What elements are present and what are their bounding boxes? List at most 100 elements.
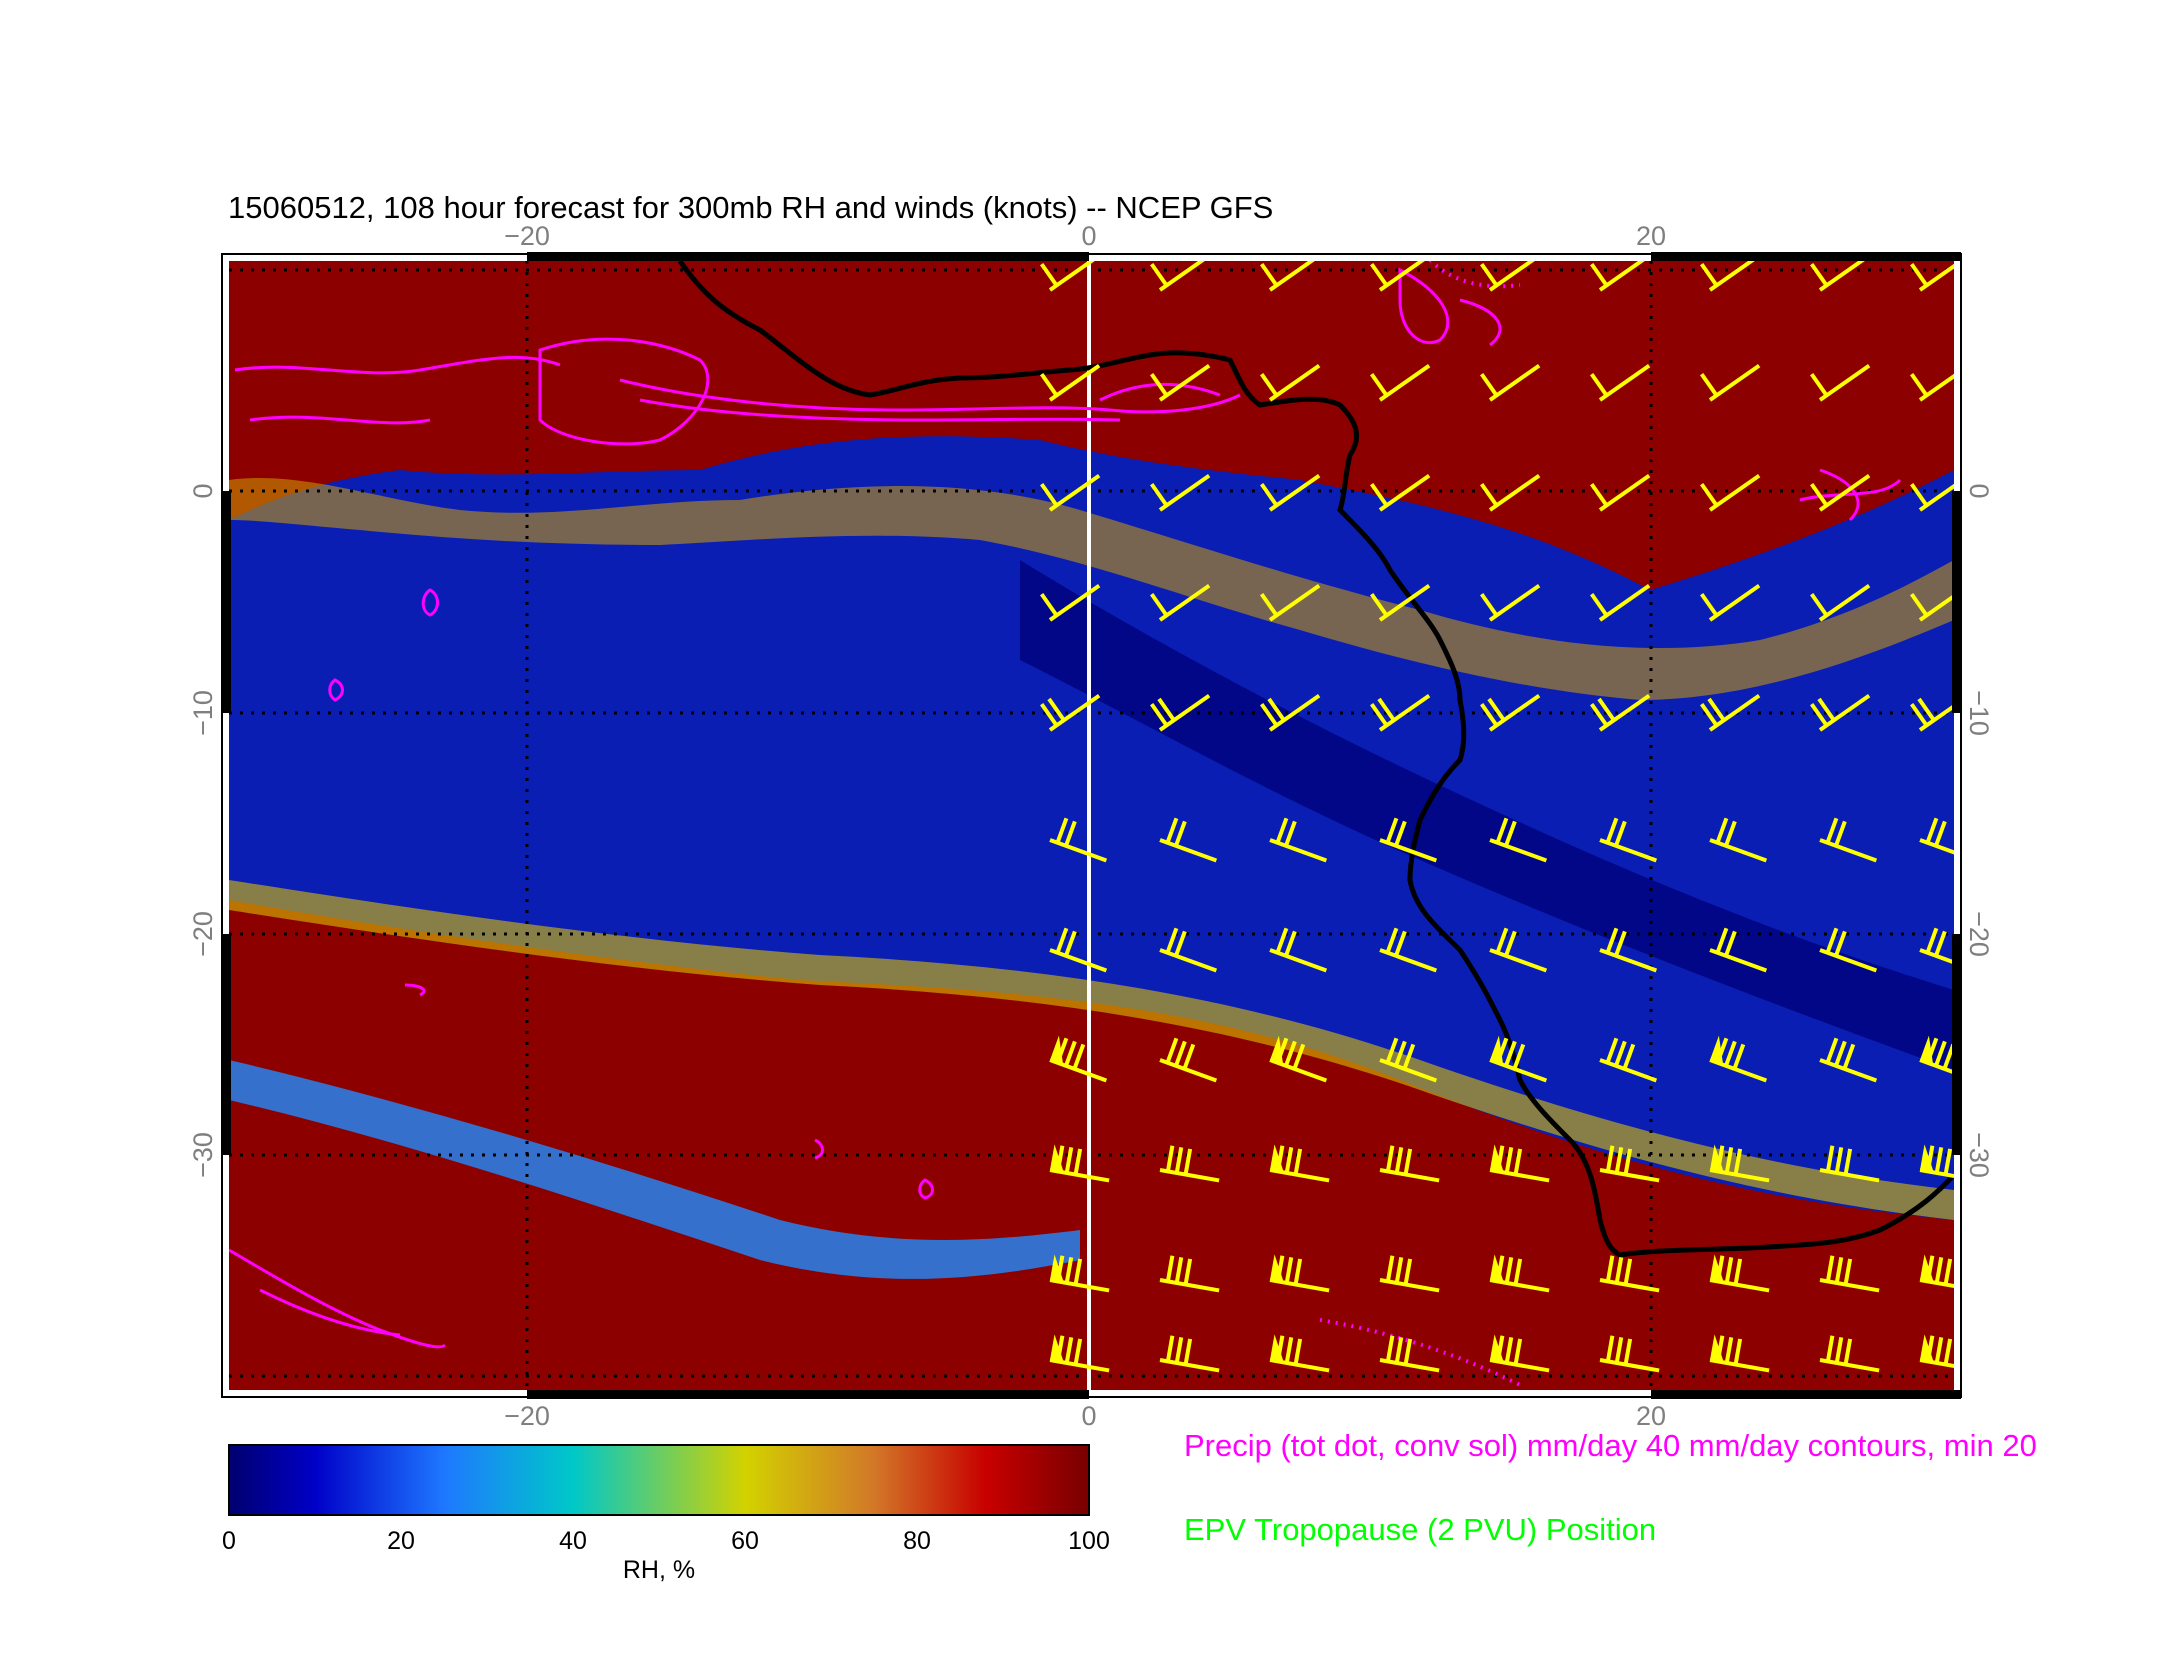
wind-barb [1590, 583, 1651, 622]
precip-legend: Precip (tot dot, conv sol) mm/day 40 mm/… [1184, 1428, 2037, 1463]
colorbar-tick: 100 [1068, 1527, 1110, 1555]
wind-barb [1599, 1145, 1660, 1183]
bottom-lon-tick: −20 [504, 1401, 550, 1431]
wind-barb [1910, 363, 1954, 402]
wind-barb [1159, 1335, 1220, 1373]
right-lat-ticks: 0 −10 −20 −30 [1964, 483, 1994, 1177]
wind-barb [1269, 1254, 1330, 1293]
wind-barb [1819, 927, 1878, 973]
wind-barb [1150, 363, 1211, 402]
map-frame [221, 253, 1962, 1398]
rh-moist-band-south-edge [229, 880, 1954, 1220]
top-lon-tick: 0 [1081, 221, 1096, 251]
wind-barb [1480, 363, 1541, 402]
wind-barb [1489, 1254, 1550, 1293]
rh-map [229, 261, 1954, 1390]
wind-barb [1599, 1335, 1660, 1373]
wind-barb [1150, 473, 1211, 512]
rh-mid-streak [229, 1060, 1080, 1279]
wind-barb [1040, 473, 1101, 512]
bottom-lon-tick: 0 [1081, 1401, 1096, 1431]
wind-barb [1049, 927, 1108, 973]
left-lat-tick: −10 [188, 690, 218, 736]
wind-barb [1379, 817, 1438, 863]
precip-dots [1319, 261, 1521, 1387]
axis-bars [222, 252, 1961, 1399]
wind-barb [1489, 817, 1548, 863]
wind-barb [1489, 1035, 1548, 1083]
wind-barb [1379, 1335, 1440, 1373]
wind-barb [1370, 583, 1431, 622]
wind-barb [1590, 473, 1651, 512]
graticule [229, 261, 1954, 1390]
wind-barb [1910, 473, 1954, 512]
wind-barb [1150, 693, 1211, 732]
right-lat-tick: −10 [1964, 690, 1994, 736]
colorbar-label: RH, % [623, 1556, 695, 1584]
wind-barb [1810, 473, 1871, 512]
top-lon-ticks: −20 0 20 [504, 221, 1666, 251]
wind-barb [1590, 261, 1651, 292]
right-lat-tick: 0 [1964, 483, 1994, 498]
left-lat-ticks: 0 −10 −20 −30 [188, 483, 218, 1177]
wind-barb [1269, 1334, 1330, 1373]
wind-barb [1709, 1035, 1768, 1083]
left-lat-tick: −20 [188, 911, 218, 957]
wind-barb [1370, 363, 1431, 402]
wind-barb [1260, 473, 1321, 512]
wind-barb [1159, 817, 1218, 863]
colorbar-gradient [228, 1444, 1090, 1516]
top-lon-tick: −20 [504, 221, 550, 251]
wind-barb [1159, 1145, 1220, 1183]
wind-barb [1709, 1144, 1770, 1183]
bottom-lon-ticks: −20 0 20 [504, 1401, 1666, 1431]
wind-barb [1379, 1145, 1440, 1183]
bottom-lon-tick: 20 [1636, 1401, 1666, 1431]
wind-barb [1480, 693, 1541, 732]
wind-barb [1709, 817, 1768, 863]
wind-barb [1910, 583, 1954, 622]
colorbar-tick: 0 [222, 1527, 236, 1555]
wind-barb [1040, 583, 1101, 622]
wind-barb [1819, 1335, 1880, 1373]
wind-barb [1819, 817, 1878, 863]
wind-barb [1910, 693, 1954, 732]
epv-legend: EPV Tropopause (2 PVU) Position [1184, 1512, 1656, 1547]
figure-title: 15060512, 108 hour forecast for 300mb RH… [228, 190, 1273, 225]
colorbar-tick: 80 [903, 1527, 931, 1555]
wind-barb [1269, 1035, 1328, 1083]
wind-barb [1379, 1255, 1440, 1293]
wind-barb [1379, 1037, 1438, 1083]
wind-barb [1150, 583, 1211, 622]
wind-barb [1049, 1035, 1108, 1083]
wind-barb [1269, 927, 1328, 973]
wind-barb [1919, 1334, 1954, 1373]
left-lat-tick: 0 [188, 483, 218, 498]
wind-barb [1269, 1144, 1330, 1183]
rh-moist-band-north-edge [229, 477, 1954, 700]
wind-barb [1810, 693, 1871, 732]
wind-barb [1819, 1255, 1880, 1293]
wind-barb [1919, 817, 1954, 863]
wind-barb [1599, 927, 1658, 973]
wind-barb [1919, 1254, 1954, 1293]
wind-barb [1919, 927, 1954, 973]
precip-contours [229, 267, 1902, 1349]
wind-barb [1260, 693, 1321, 732]
wind-barb [1049, 1254, 1110, 1293]
wind-barb [1709, 927, 1768, 973]
wind-barb [1919, 1035, 1954, 1083]
right-lat-tick: −20 [1964, 911, 1994, 957]
wind-barb [1590, 363, 1651, 402]
rh-colorbar: 0 20 40 60 80 100 RH, % [222, 1444, 1110, 1584]
wind-barb [1480, 261, 1541, 292]
wind-barb [1480, 473, 1541, 512]
wind-barb [1040, 693, 1101, 732]
right-lat-tick: −30 [1964, 1132, 1994, 1178]
wind-barb [1489, 1334, 1550, 1373]
wind-barb [1489, 927, 1548, 973]
wind-barb [1049, 1334, 1110, 1373]
wind-barb [1819, 1145, 1880, 1183]
africa-coastline [677, 261, 1954, 1258]
